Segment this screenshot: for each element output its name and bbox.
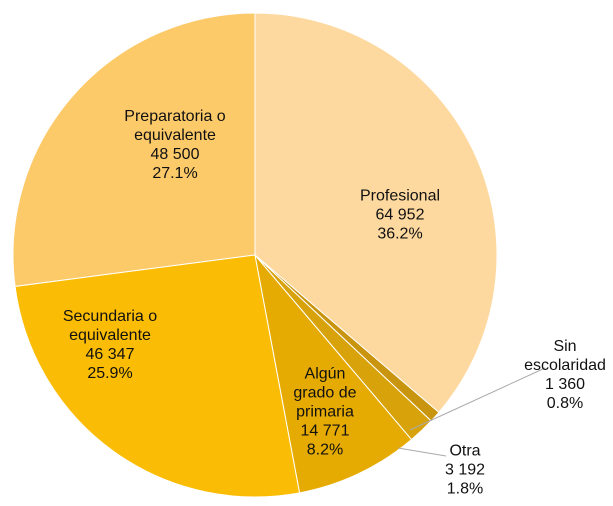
leader-line: [409, 367, 546, 431]
slice-label: Otra 3 192 1.8%: [425, 442, 505, 499]
pie-slice: [14, 254, 301, 498]
slice-label: Profesional 64 952 36.2%: [325, 187, 475, 244]
label-name: Profesional: [359, 187, 441, 205]
label-value: 1 360: [544, 376, 586, 393]
label-percent: 1.8%: [446, 480, 484, 498]
slice-label: Preparatoria o equivalente 48 500 27.1%: [100, 107, 250, 183]
slice-label: Secundaria o equivalente 46 347 25.9%: [35, 307, 185, 383]
pie-slice: [254, 253, 413, 494]
pie-slice: [254, 12, 498, 414]
slice-label: Algún grado de primaria 14 771 8.2%: [285, 365, 365, 460]
label-value: 14 771: [300, 422, 350, 440]
label-name: Algún grado de primaria: [293, 365, 357, 421]
label-value: 48 500: [150, 146, 200, 163]
label-percent: 25.9%: [87, 365, 133, 382]
pie-slice: [12, 12, 256, 288]
label-value: 46 347: [85, 346, 135, 363]
label-percent: 36.2%: [377, 225, 423, 243]
label-value: 64 952: [375, 206, 425, 224]
label-percent: 27.1%: [152, 165, 198, 182]
label-name: Sin escolaridad: [524, 338, 606, 374]
label-percent: 0.8%: [546, 395, 584, 412]
label-name: Otra: [449, 442, 481, 460]
label-value: 3 192: [444, 461, 486, 479]
slice-label: Sin escolaridad 1 360 0.8%: [515, 337, 613, 413]
label-percent: 8.2%: [306, 441, 344, 459]
label-name: Preparatoria o equivalente: [124, 108, 226, 144]
label-name: Secundaria o equivalente: [62, 308, 158, 344]
leader-line: [397, 447, 447, 457]
